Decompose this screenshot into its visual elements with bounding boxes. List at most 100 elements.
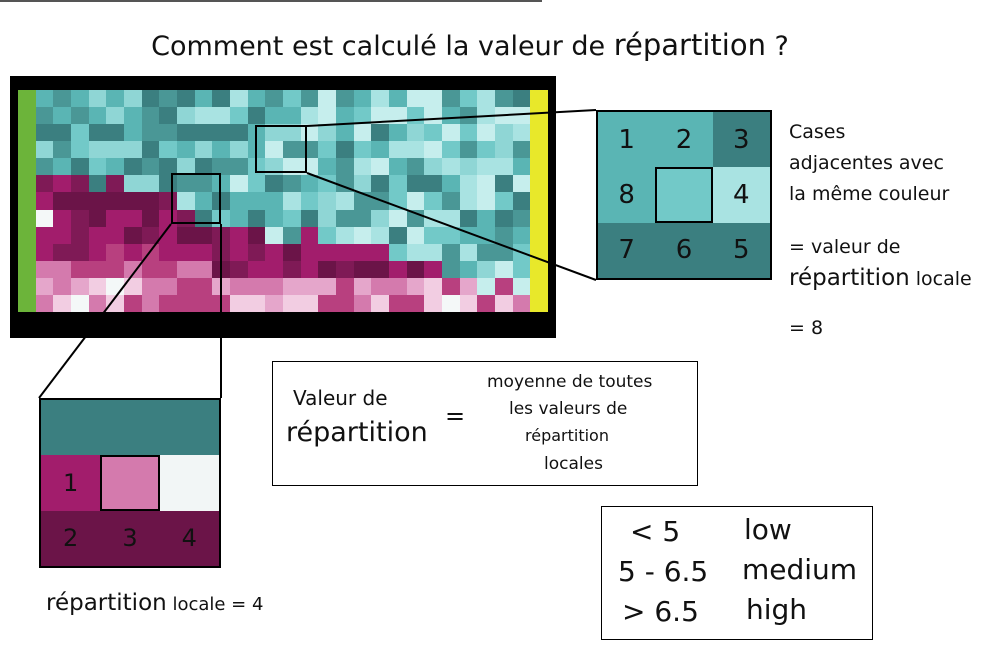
heatmap-cell bbox=[88, 124, 107, 142]
heatmap-cell bbox=[70, 141, 89, 159]
heatmap-cell bbox=[424, 226, 442, 244]
heatmap-cell bbox=[318, 141, 336, 159]
heatmap-cell bbox=[459, 107, 478, 125]
heatmap-cell bbox=[265, 294, 283, 312]
heatmap-cell bbox=[265, 141, 283, 159]
heatmap-cell bbox=[512, 141, 531, 159]
heatmap-cell bbox=[406, 226, 425, 244]
heatmap-cell bbox=[247, 226, 266, 244]
heatmap-cell bbox=[300, 226, 319, 244]
heatmap-cell bbox=[388, 243, 407, 261]
heatmap-cell bbox=[318, 260, 336, 278]
heatmap-cell bbox=[88, 158, 107, 176]
heatmap-cell bbox=[123, 277, 142, 295]
teal-row bbox=[41, 400, 219, 456]
heatmap-cell bbox=[141, 124, 160, 142]
legend-label-medium: medium bbox=[742, 553, 858, 586]
heatmap-cell bbox=[424, 141, 442, 159]
heatmap-cell bbox=[371, 141, 389, 159]
heatmap-cell bbox=[229, 90, 248, 108]
heatmap-cell bbox=[18, 294, 36, 312]
heatmap-cell bbox=[494, 90, 513, 108]
heatmap-cell bbox=[35, 260, 54, 278]
heatmap-cell bbox=[441, 294, 460, 312]
left-caption: répartition locale = 4 bbox=[46, 590, 264, 616]
heatmap-cell bbox=[388, 124, 407, 142]
heatmap-cell bbox=[18, 260, 36, 278]
legend-range-medium: 5 - 6.5 bbox=[618, 555, 709, 588]
heatmap-cell bbox=[371, 175, 389, 193]
heatmap-cell bbox=[159, 260, 177, 278]
heatmap-cell bbox=[335, 192, 354, 210]
heatmap-cell bbox=[53, 192, 71, 210]
heatmap-cell bbox=[247, 209, 266, 227]
heatmap-cell bbox=[388, 158, 407, 176]
heatmap-cell bbox=[176, 192, 195, 210]
heatmap-cell bbox=[35, 243, 54, 261]
heatmap-cell bbox=[459, 141, 478, 159]
heatmap-cell bbox=[53, 209, 71, 227]
heatmap-cell bbox=[70, 294, 89, 312]
heatmap-cell bbox=[282, 277, 301, 295]
neighbor-cell-4: 4 bbox=[712, 167, 770, 223]
heatmap-cell bbox=[123, 141, 142, 159]
heatmap-cell bbox=[265, 90, 283, 108]
heatmap-cell bbox=[35, 175, 54, 193]
heatmap-cell bbox=[35, 192, 54, 210]
heatmap-cell bbox=[229, 158, 248, 176]
heatmap-cell bbox=[35, 294, 54, 312]
heatmap-cell bbox=[494, 226, 513, 244]
heatmap-cell bbox=[176, 124, 195, 142]
heatmap-cell bbox=[141, 175, 160, 193]
heatmap-cell bbox=[335, 260, 354, 278]
page-title: Comment est calculé la valeur de réparti… bbox=[151, 28, 789, 62]
heatmap-cell bbox=[176, 90, 195, 108]
heatmap-cell bbox=[194, 175, 213, 193]
heatmap-cell bbox=[141, 90, 160, 108]
heatmap-cell bbox=[247, 260, 266, 278]
heatmap-cell bbox=[53, 141, 71, 159]
heatmap-cell bbox=[212, 124, 230, 142]
heatmap-cell bbox=[141, 192, 160, 210]
heatmap-cell bbox=[494, 209, 513, 227]
heatmap-cell bbox=[70, 175, 89, 193]
heatmap-cell bbox=[335, 158, 354, 176]
heatmap-cell bbox=[35, 90, 54, 108]
heatmap-cell bbox=[176, 294, 195, 312]
heatmap-cell bbox=[406, 260, 425, 278]
heatmap-cell bbox=[141, 141, 160, 159]
heatmap-cell bbox=[353, 243, 372, 261]
heatmap-cell bbox=[176, 243, 195, 261]
heatmap-cell bbox=[318, 158, 336, 176]
heatmap-cell bbox=[88, 226, 107, 244]
heatmap-cell bbox=[282, 243, 301, 261]
heatmap-cell bbox=[494, 277, 513, 295]
heatmap-cell bbox=[282, 124, 301, 142]
right-local-value: = valeur de répartition locale bbox=[789, 236, 972, 291]
heatmap-cell bbox=[18, 209, 36, 227]
heatmap-cell bbox=[123, 260, 142, 278]
heatmap-cell bbox=[512, 294, 531, 312]
heatmap-cell bbox=[159, 226, 177, 244]
heatmap-cell bbox=[106, 175, 124, 193]
heatmap-cell bbox=[88, 294, 107, 312]
heatmap-cell bbox=[123, 294, 142, 312]
heatmap-cell bbox=[106, 107, 124, 125]
heatmap-cell bbox=[477, 175, 495, 193]
heatmap-cell bbox=[106, 294, 124, 312]
heatmap-cell bbox=[477, 158, 495, 176]
heatmap-cell bbox=[88, 192, 107, 210]
heatmap-cell bbox=[159, 107, 177, 125]
heatmap-cell bbox=[229, 277, 248, 295]
heatmap-cell bbox=[18, 226, 36, 244]
heatmap-cell bbox=[459, 192, 478, 210]
neighbor-cell-3: 3 bbox=[712, 112, 770, 168]
heatmap-cell bbox=[141, 107, 160, 125]
heatmap-cell bbox=[265, 209, 283, 227]
heatmap-cell bbox=[229, 124, 248, 142]
heatmap-cell bbox=[477, 209, 495, 227]
heatmap-cell bbox=[35, 226, 54, 244]
heatmap-cell bbox=[282, 90, 301, 108]
heatmap-cell bbox=[88, 209, 107, 227]
heatmap-cell bbox=[441, 107, 460, 125]
